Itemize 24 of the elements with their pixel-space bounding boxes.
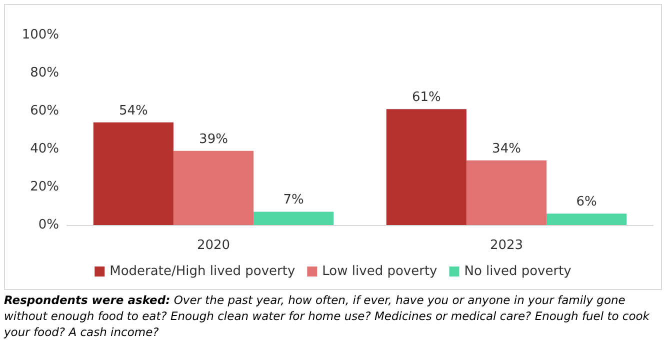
legend-label: Moderate/High lived poverty [110, 264, 296, 279]
data-label: 34% [492, 141, 521, 156]
y-tick-label: 40% [30, 142, 59, 156]
y-tick-label: 80% [30, 66, 59, 80]
y-tick-label: 100% [22, 28, 59, 42]
y-tick-label: 60% [30, 104, 59, 118]
data-label: 61% [412, 90, 441, 106]
bar [546, 214, 627, 225]
legend-label: No lived poverty [464, 264, 572, 279]
bar [93, 122, 174, 225]
bar [254, 212, 334, 225]
bar [386, 109, 466, 225]
y-tick-label: 0% [38, 218, 59, 232]
bar [173, 150, 254, 225]
x-tick-label: 2023 [490, 238, 524, 253]
data-label: 39% [199, 132, 228, 147]
legend-label: Low lived poverty [322, 264, 438, 279]
data-label: 7% [283, 192, 304, 208]
text: Respondents were asked: Over the past year, how often, if ever, have you or anyone in your family gone without enough food to eat? Enough clean water for home use? Medicines or medical care? Enough fuel to cook your food? A cash income? [4, 292, 650, 340]
x-tick-label: 2020 [196, 238, 230, 253]
y-tick-label: 20% [30, 180, 59, 194]
bar [466, 160, 547, 225]
data-label: 6% [576, 194, 597, 210]
data-label: 54% [118, 103, 148, 118]
